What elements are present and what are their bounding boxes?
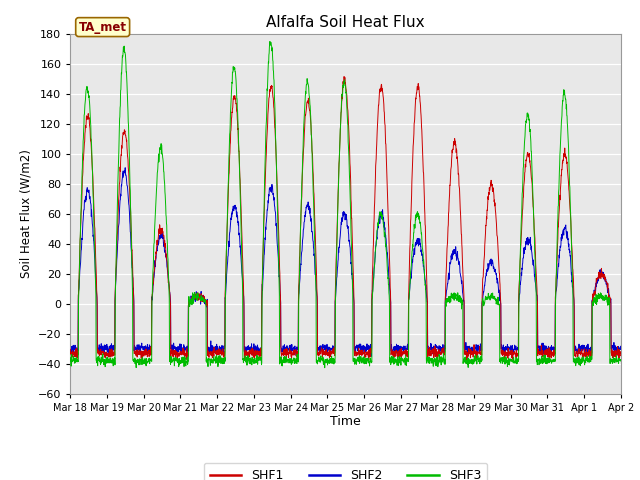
SHF1 [568, 253, 576, 259]
SHF3 [506, 358, 513, 364]
SHF2 [362, 345, 369, 350]
Y-axis label: Soil Heat Flux (W/m2): Soil Heat Flux (W/m2) [19, 149, 32, 278]
SHF1 [365, 357, 372, 363]
SHF3 [568, 274, 576, 280]
SHF2 [617, 343, 625, 349]
Line: SHF2: SHF2 [70, 168, 621, 356]
SHF3 [374, 223, 381, 229]
X-axis label: Time: Time [330, 415, 361, 429]
SHF2 [506, 344, 513, 350]
Line: SHF1: SHF1 [70, 76, 621, 360]
SHF3 [584, 358, 591, 363]
SHF2 [220, 346, 228, 351]
SHF1 [340, 73, 348, 79]
SHF1 [67, 347, 74, 352]
SHF2 [374, 227, 381, 232]
Text: TA_met: TA_met [79, 21, 127, 34]
SHF1 [220, 354, 228, 360]
SHF2 [67, 344, 74, 349]
SHF1 [374, 118, 381, 124]
SHF3 [321, 365, 328, 371]
SHF2 [568, 284, 576, 290]
SHF2 [367, 353, 375, 359]
SHF3 [362, 360, 369, 366]
SHF3 [220, 356, 228, 362]
SHF3 [67, 359, 74, 364]
SHF3 [266, 38, 274, 44]
SHF2 [122, 165, 129, 170]
SHF1 [362, 352, 369, 358]
SHF3 [617, 358, 625, 364]
SHF1 [584, 349, 591, 355]
SHF1 [617, 353, 625, 359]
Legend: SHF1, SHF2, SHF3: SHF1, SHF2, SHF3 [204, 463, 487, 480]
Line: SHF3: SHF3 [70, 41, 621, 368]
SHF1 [506, 349, 513, 355]
Title: Alfalfa Soil Heat Flux: Alfalfa Soil Heat Flux [266, 15, 425, 30]
SHF2 [584, 347, 591, 352]
